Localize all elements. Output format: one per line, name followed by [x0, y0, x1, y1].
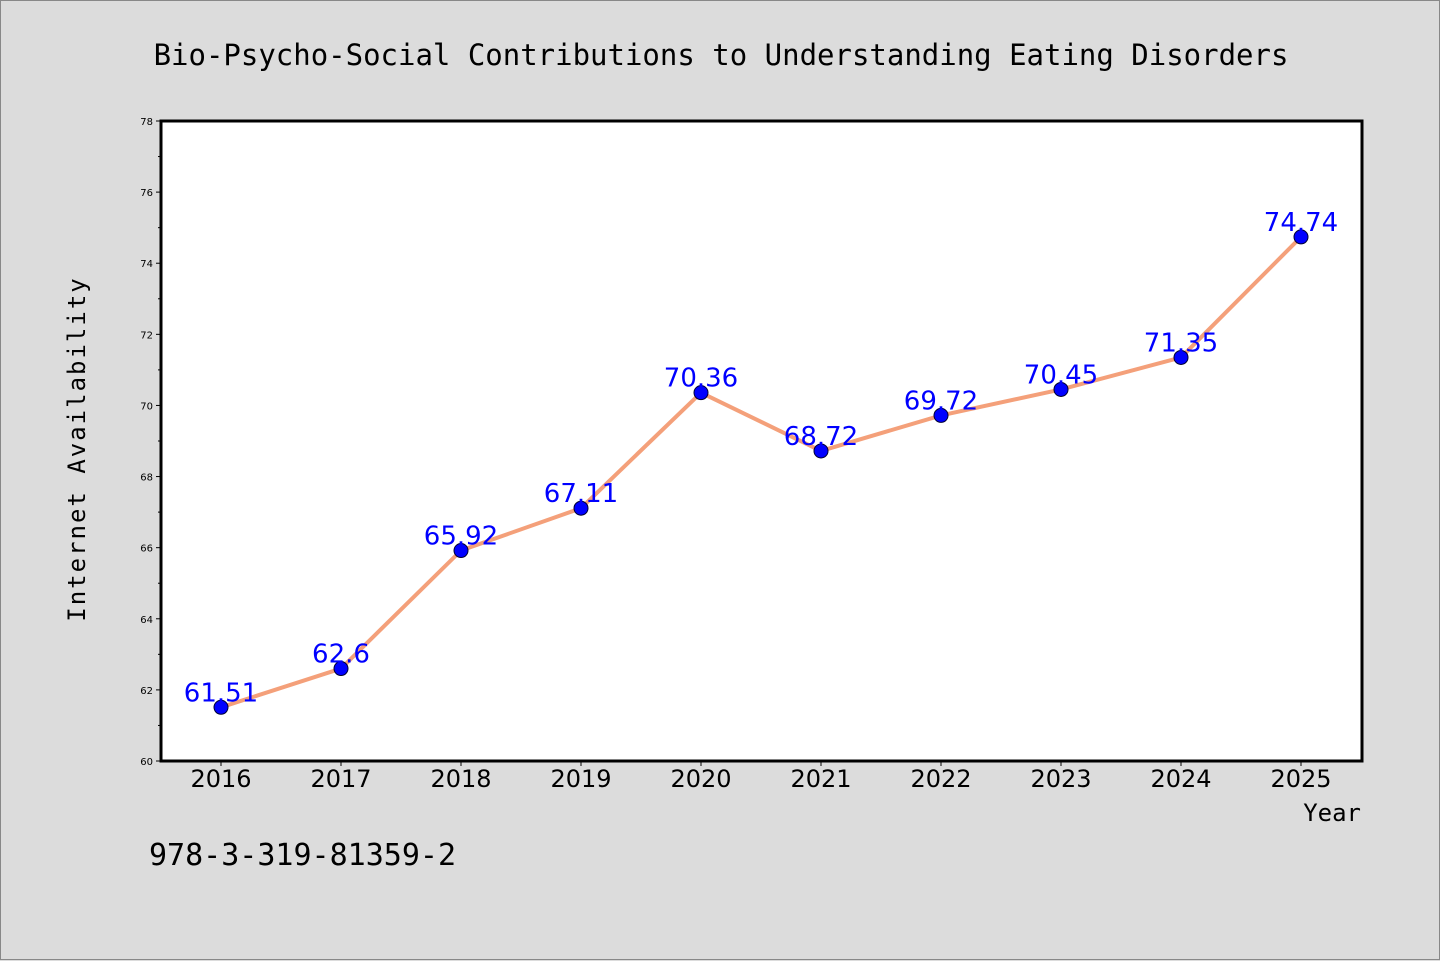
x-tick-label: 2021: [790, 765, 851, 793]
x-tick-label: 2025: [1270, 765, 1331, 793]
x-axis-label: Year: [1303, 799, 1361, 827]
y-tick-label: 70: [140, 401, 153, 412]
data-point[interactable]: [693, 385, 709, 401]
y-tick-label: 60: [140, 757, 153, 768]
data-label: 70.36: [664, 364, 738, 394]
x-tick-label: 2024: [1150, 765, 1211, 793]
x-axis: 2016 2017 2018 2019 2020 2021 2022 2023 2024 2025: [190, 761, 1332, 793]
data-label: 74.74: [1264, 208, 1338, 238]
y-tick-label: 68: [140, 473, 153, 484]
data-point[interactable]: [573, 500, 589, 516]
y-tick-label: 74: [140, 259, 153, 270]
data-point[interactable]: [1173, 349, 1189, 365]
x-tick-label: 2016: [190, 765, 251, 793]
chart-title: Bio-Psycho-Social Contributions to Under…: [154, 38, 1289, 72]
data-point[interactable]: [1293, 229, 1309, 245]
data-label: 69.72: [904, 386, 978, 416]
series-line: [219, 234, 1303, 710]
y-axis-label: Internet Availability: [63, 276, 91, 621]
y-tick-label: 72: [140, 330, 153, 341]
data-label: 67.11: [544, 479, 618, 509]
x-tick-label: 2022: [910, 765, 971, 793]
data-point[interactable]: [453, 543, 469, 559]
x-tick-label: 2017: [310, 765, 371, 793]
data-label: 71.35: [1144, 328, 1218, 358]
y-tick-label: 78: [140, 117, 153, 128]
x-tick-label: 2023: [1030, 765, 1091, 793]
plot-area: [159, 119, 1364, 763]
y-tick-label: 66: [140, 544, 153, 555]
x-tick-label: 2020: [670, 765, 731, 793]
data-point[interactable]: [333, 661, 349, 677]
y-tick-label: 76: [140, 188, 153, 199]
data-point[interactable]: [1053, 381, 1069, 397]
y-tick-label: 64: [140, 615, 153, 626]
series-group: 61.51 62.6 65.92 67.11 70.36 68.72 69.72 70.45 7…: [184, 208, 1338, 715]
data-point[interactable]: [933, 407, 949, 423]
data-label: 61.51: [184, 678, 258, 708]
data-label: 68.72: [784, 422, 858, 452]
data-label: 65.92: [424, 522, 498, 552]
x-tick-label: 2019: [550, 765, 611, 793]
isbn-footnote: 978-3-319-81359-2: [149, 838, 456, 873]
data-label: 70.45: [1024, 360, 1098, 390]
x-tick-label: 2018: [430, 765, 491, 793]
y-tick-label: 62: [140, 686, 153, 697]
data-label: 62.6: [312, 640, 370, 670]
data-point[interactable]: [813, 443, 829, 459]
data-point[interactable]: [213, 699, 229, 715]
y-axis: 60 62 64 66 68 70 72 74 76 78: [140, 117, 161, 768]
